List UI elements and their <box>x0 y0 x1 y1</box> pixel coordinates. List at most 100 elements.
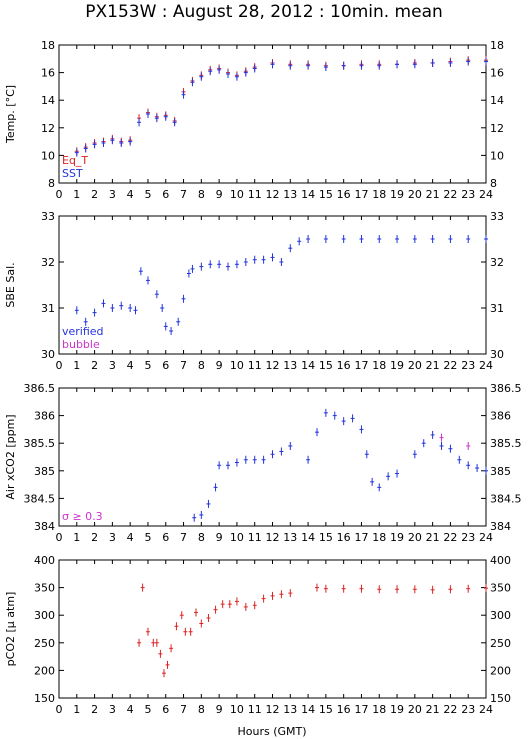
data-point <box>181 294 186 303</box>
data-point <box>323 63 328 72</box>
data-point <box>151 638 156 647</box>
data-point <box>288 589 293 598</box>
y-tick-label: 200 <box>34 664 55 677</box>
series-0 <box>74 235 488 335</box>
data-point <box>377 483 382 492</box>
x-tick-label: 24 <box>479 531 493 544</box>
data-point <box>234 260 239 269</box>
x-tick-label: 22 <box>443 531 457 544</box>
x-tick-label: 0 <box>56 703 63 716</box>
data-point <box>172 118 177 127</box>
data-point <box>169 644 174 653</box>
data-point <box>145 110 150 118</box>
data-point <box>174 622 179 631</box>
x-tick-label: 12 <box>266 703 280 716</box>
x-tick-label: 21 <box>426 359 440 372</box>
data-point <box>466 235 471 243</box>
data-point <box>133 306 138 315</box>
y-tick-label: 32 <box>41 256 55 269</box>
x-tick-label: 8 <box>198 188 205 201</box>
y-tick-label: 16 <box>41 67 55 80</box>
y-tick-label: 350 <box>34 582 55 595</box>
y-tick-label: 385.5 <box>24 437 56 450</box>
x-tick-label: 3 <box>109 531 116 544</box>
y-tick-label: 250 <box>34 637 55 650</box>
x-tick-label: 0 <box>56 359 63 372</box>
data-point <box>288 441 293 450</box>
x-tick-label: 13 <box>283 703 297 716</box>
y-tick-label-right: 400 <box>490 554 511 567</box>
x-tick-label: 16 <box>337 188 351 201</box>
y-tick-label-right: 32 <box>490 256 504 269</box>
data-point <box>421 439 426 448</box>
salinity-panel: 0 1 2 3 4 5 6 7 8 9 10 11 12 13 14 15 16 17 18 19 20 21 22 23 24… <box>4 210 504 372</box>
y-tick-label: 386.5 <box>24 382 56 395</box>
x-tick-label: 22 <box>443 703 457 716</box>
x-tick-label: 15 <box>319 359 333 372</box>
x-tick-label: 24 <box>479 359 493 372</box>
data-point <box>128 137 133 146</box>
y-axis-label: pCO2 [μ atm] <box>4 592 17 667</box>
data-point <box>234 72 239 81</box>
data-point <box>163 322 168 331</box>
data-point <box>92 140 97 149</box>
y-tick-label-right: 385 <box>490 465 511 478</box>
x-tick-label: 23 <box>461 531 475 544</box>
x-tick-label: 17 <box>354 359 368 372</box>
data-point <box>217 65 222 74</box>
series-1 <box>439 433 471 450</box>
data-point <box>252 255 257 264</box>
y-axis-label: SBE Sal. <box>4 262 17 307</box>
x-tick-label: 13 <box>283 188 297 201</box>
data-point <box>179 611 184 620</box>
x-tick-label: 4 <box>127 703 134 716</box>
data-point <box>261 455 266 464</box>
y-tick-label-right: 33 <box>490 210 504 223</box>
y-tick-label-right: 8 <box>490 177 497 190</box>
data-point <box>145 627 150 636</box>
data-point <box>137 118 142 127</box>
x-tick-label: 0 <box>56 188 63 201</box>
data-point <box>243 455 248 464</box>
y-axis-label: Air xCO2 [ppm] <box>4 414 17 499</box>
data-point <box>412 60 417 69</box>
data-point <box>270 253 275 262</box>
data-point <box>466 441 471 450</box>
x-tick-label: 1 <box>73 359 80 372</box>
x-tick-label: 20 <box>408 188 422 201</box>
data-point <box>101 299 106 308</box>
data-point <box>341 235 346 243</box>
y-tick-label: 384.5 <box>24 492 56 505</box>
data-point <box>430 235 435 243</box>
data-point <box>252 601 257 610</box>
x-tick-label: 18 <box>372 531 386 544</box>
y-tick-label-right: 10 <box>490 149 504 162</box>
data-point <box>110 304 115 312</box>
x-tick-label: 12 <box>266 188 280 201</box>
x-tick-label: 23 <box>461 188 475 201</box>
x-tick-label: 12 <box>266 359 280 372</box>
data-point <box>359 61 364 70</box>
y-tick-label: 33 <box>41 210 55 223</box>
data-point <box>226 262 231 271</box>
data-point <box>160 304 165 312</box>
x-tick-label: 21 <box>426 703 440 716</box>
data-point <box>466 57 471 66</box>
chart-title: PX153W : August 28, 2012 : 10min. mean <box>85 2 443 22</box>
data-point <box>279 590 284 599</box>
y-tick-label-right: 18 <box>490 39 504 52</box>
data-point <box>128 304 133 312</box>
data-point <box>208 67 213 76</box>
data-point <box>386 472 391 481</box>
y-tick-label-right: 12 <box>490 122 504 135</box>
data-point <box>190 78 195 87</box>
data-point <box>181 90 186 99</box>
data-point <box>341 584 346 593</box>
x-tick-label: 19 <box>390 188 404 201</box>
data-point <box>163 112 168 121</box>
x-tick-label: 1 <box>73 703 80 716</box>
x-tick-label: 1 <box>73 531 80 544</box>
data-point <box>158 649 163 658</box>
data-point <box>137 638 142 647</box>
data-point <box>323 584 328 593</box>
